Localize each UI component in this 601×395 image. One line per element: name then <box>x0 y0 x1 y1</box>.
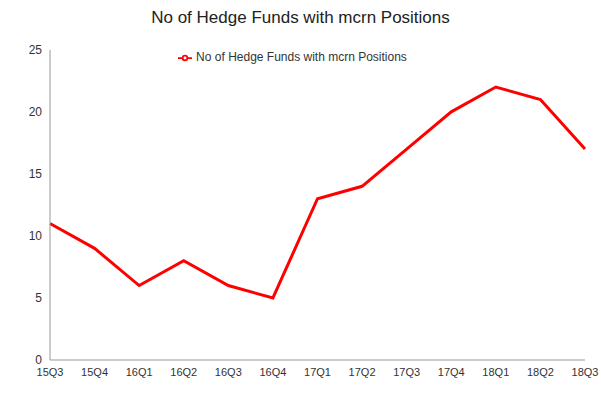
svg-text:17Q2: 17Q2 <box>349 366 376 378</box>
svg-text:16Q4: 16Q4 <box>259 366 286 378</box>
svg-text:17Q1: 17Q1 <box>304 366 331 378</box>
svg-text:20: 20 <box>29 105 43 119</box>
svg-text:17Q4: 17Q4 <box>438 366 465 378</box>
svg-text:15Q4: 15Q4 <box>81 366 108 378</box>
html-text:No of Hedge Funds with mcrn Po: No of Hedge Funds with mcrn Positions <box>151 8 450 27</box>
svg-text:25: 25 <box>29 43 43 57</box>
svg-text:18Q3: 18Q3 <box>572 366 593 378</box>
svg-text:16Q1: 16Q1 <box>126 366 153 378</box>
svg-text:17Q3: 17Q3 <box>393 366 420 378</box>
svg-text:10: 10 <box>29 229 43 243</box>
svg-text:16Q2: 16Q2 <box>170 366 197 378</box>
svg-text:18Q1: 18Q1 <box>482 366 509 378</box>
svg-text:0: 0 <box>35 353 42 367</box>
html-text:No of Hedge Funds with mcrn Po: No of Hedge Funds with mcrn Positions <box>196 50 407 64</box>
svg-text:5: 5 <box>35 291 42 305</box>
svg-text:16Q3: 16Q3 <box>215 366 242 378</box>
svg-text:18Q2: 18Q2 <box>527 366 554 378</box>
svg-text:15: 15 <box>29 167 43 181</box>
svg-text:15Q3: 15Q3 <box>37 366 64 378</box>
